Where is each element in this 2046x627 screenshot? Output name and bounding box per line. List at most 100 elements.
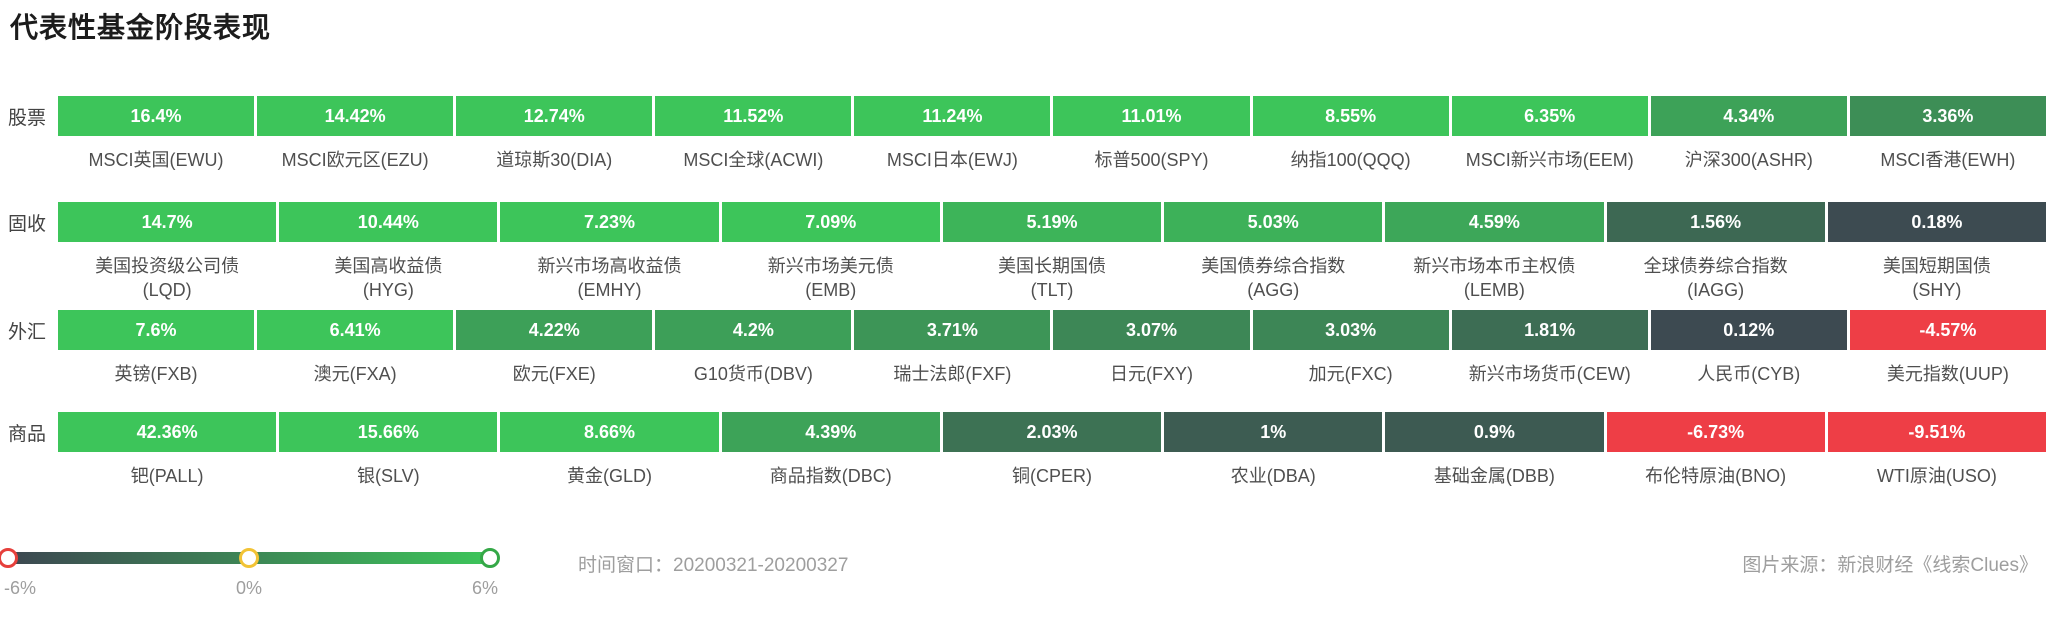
row-names-line: 美国投资级公司债 (LQD) 美国高收益债 (HYG) 新兴市场高收益债 (EMHY) 新兴…: [0, 242, 2046, 302]
fund-name-text: 农业(DBA): [1230, 466, 1316, 486]
label-spacer: [0, 136, 58, 172]
cells-strip: 14.7% 10.44% 7.23% 7.09% 5.19% 5.03% 4.59% 1.56…: [58, 202, 2046, 242]
performance-cell: 11.52%: [655, 96, 852, 136]
performance-cell: 7.09%: [721, 202, 940, 242]
performance-cell: 4.34%: [1650, 96, 1847, 136]
label-spacer: [0, 350, 58, 386]
fund-name-text: 铜(CPER): [1011, 466, 1092, 486]
fund-name-text: 美国短期国债: [1882, 256, 1991, 276]
fund-name-text: 日元(FXY): [1110, 364, 1194, 384]
scale-tick-mid: 0%: [235, 578, 263, 598]
fund-name: 新兴市场货币(CEW): [1452, 362, 1648, 386]
performance-cell: 42.36%: [58, 412, 277, 452]
fund-name-text: 布伦特原油(BNO): [1645, 466, 1787, 486]
cells-strip: 42.36% 15.66% 8.66% 4.39% 2.03% 1% 0.9% -6.73% -…: [58, 412, 2046, 452]
performance-cell: 12.74%: [456, 96, 653, 136]
fund-name: 银(SLV): [279, 464, 497, 488]
performance-cell: 6.41%: [257, 310, 454, 350]
scale-max-handle[interactable]: [480, 548, 500, 568]
performance-cell: 1.81%: [1451, 310, 1648, 350]
fund-name: MSCI香港(EWH): [1850, 148, 2046, 172]
fund-name-text: 美国债券综合指数: [1201, 256, 1346, 276]
fund-name: 沪深300(ASHR): [1651, 148, 1847, 172]
row-names-line: 钯(PALL) 银(SLV) 黄金(GLD) 商品指数(DBC) 铜(CPER) 农业(D…: [0, 452, 2046, 488]
fund-name: 美国债券综合指数 (AGG): [1164, 254, 1382, 302]
fund-name: 加元(FXC): [1253, 362, 1449, 386]
fund-ticker: (EMB): [805, 280, 857, 300]
fund-name-text: 新兴市场美元债: [767, 256, 894, 276]
fund-name-text: MSCI日本(EWJ): [886, 150, 1018, 170]
fund-name: 欧元(FXE): [456, 362, 652, 386]
fund-ticker: (EMHY): [577, 280, 642, 300]
fund-name-text: MSCI全球(ACWI): [683, 150, 824, 170]
fund-name: MSCI欧元区(EZU): [257, 148, 453, 172]
fund-name: 日元(FXY): [1053, 362, 1249, 386]
performance-cell: 3.71%: [854, 310, 1051, 350]
fund-name-text: 瑞士法郎(FXF): [893, 364, 1012, 384]
names-strip: 钯(PALL) 银(SLV) 黄金(GLD) 商品指数(DBC) 铜(CPER) 农业(D…: [58, 452, 2046, 488]
fund-name: 钯(PALL): [58, 464, 276, 488]
fund-name-text: MSCI英国(EWU): [88, 150, 224, 170]
performance-cell: 3.07%: [1053, 310, 1250, 350]
image-source-label: 图片来源：新浪财经《线索Clues》: [1742, 555, 2038, 576]
row-cells-line: 固收 14.7% 10.44% 7.23% 7.09% 5.19% 5.03% 4.59% 1.…: [0, 202, 2046, 242]
fund-name-text: 美国高收益债: [334, 256, 443, 276]
fund-name-text: 美国投资级公司债: [95, 256, 240, 276]
performance-cell: 4.22%: [456, 310, 653, 350]
fund-name: 澳元(FXA): [257, 362, 453, 386]
asset-class-label: 外汇: [8, 321, 47, 343]
fund-name: 新兴市场高收益债 (EMHY): [500, 254, 718, 302]
fund-name-text: 银(SLV): [356, 466, 420, 486]
performance-cell: 7.6%: [58, 310, 255, 350]
fund-name: 美国投资级公司债 (LQD): [58, 254, 276, 302]
asset-class-row: 固收 14.7% 10.44% 7.23% 7.09% 5.19% 5.03% 4.59% 1.…: [0, 202, 2046, 302]
performance-cell: 0.9%: [1385, 412, 1604, 452]
fund-name-text: 英镑(FXB): [114, 364, 198, 384]
names-strip: 英镑(FXB) 澳元(FXA) 欧元(FXE) G10货币(DBV) 瑞士法郎(FXF)…: [58, 350, 2046, 386]
fund-name: 英镑(FXB): [58, 362, 254, 386]
performance-cell: 16.4%: [58, 96, 255, 136]
performance-cell: 6.35%: [1451, 96, 1648, 136]
fund-name-text: 基础金属(DBB): [1433, 466, 1555, 486]
fund-name: 铜(CPER): [943, 464, 1161, 488]
fund-name: 道琼斯30(DIA): [456, 148, 652, 172]
fund-name: 商品指数(DBC): [722, 464, 940, 488]
fund-name: 新兴市场美元债 (EMB): [722, 254, 940, 302]
performance-cell: 11.01%: [1053, 96, 1250, 136]
scale-min-handle[interactable]: [0, 548, 18, 568]
color-scale-slider: -6% 0% 6%: [0, 548, 500, 612]
fund-name: MSCI日本(EWJ): [854, 148, 1050, 172]
fund-name: 全球债券综合指数 (IAGG): [1607, 254, 1825, 302]
fund-ticker: (LEMB): [1463, 280, 1525, 300]
performance-cell: 15.66%: [279, 412, 498, 452]
performance-cell: 3.36%: [1849, 96, 2046, 136]
scale-mid-handle[interactable]: [239, 548, 259, 568]
fund-name: 美元指数(UUP): [1850, 362, 2046, 386]
fund-ticker: (HYG): [362, 280, 414, 300]
performance-cell: 8.66%: [500, 412, 719, 452]
fund-name-text: 新兴市场高收益债: [537, 256, 682, 276]
label-spacer: [0, 242, 58, 302]
fund-name-text: 钯(PALL): [130, 466, 204, 486]
scale-tick-min: -6%: [4, 578, 37, 598]
performance-cell: 3.03%: [1252, 310, 1449, 350]
fund-name-text: 黄金(GLD): [567, 466, 653, 486]
fund-name: 美国高收益债 (HYG): [279, 254, 497, 302]
performance-heatmap: 股票 16.4% 14.42% 12.74% 11.52% 11.24% 11.01% 8.5…: [0, 96, 2046, 488]
fund-name-text: 道琼斯30(DIA): [496, 150, 613, 170]
fund-name: 基础金属(DBB): [1385, 464, 1603, 488]
cells-strip: 16.4% 14.42% 12.74% 11.52% 11.24% 11.01% 8.55%…: [58, 96, 2046, 136]
fund-name: MSCI英国(EWU): [58, 148, 254, 172]
fund-name: MSCI新兴市场(EEM): [1452, 148, 1648, 172]
asset-class-row: 外汇 7.6% 6.41% 4.22% 4.2% 3.71% 3.07% 3.03% 1.81%…: [0, 310, 2046, 386]
cells-strip: 7.6% 6.41% 4.22% 4.2% 3.71% 3.07% 3.03% 1.81% 0.…: [58, 310, 2046, 350]
fund-name-text: 加元(FXC): [1308, 364, 1393, 384]
fund-name: 纳指100(QQQ): [1253, 148, 1449, 172]
performance-cell: -6.73%: [1606, 412, 1825, 452]
performance-cell: 14.42%: [257, 96, 454, 136]
performance-cell: 8.55%: [1252, 96, 1449, 136]
row-cells-line: 外汇 7.6% 6.41% 4.22% 4.2% 3.71% 3.07% 3.03% 1.81%…: [0, 310, 2046, 350]
names-strip: MSCI英国(EWU) MSCI欧元区(EZU) 道琼斯30(DIA) MSCI全球(…: [58, 136, 2046, 172]
fund-name: 瑞士法郎(FXF): [854, 362, 1050, 386]
